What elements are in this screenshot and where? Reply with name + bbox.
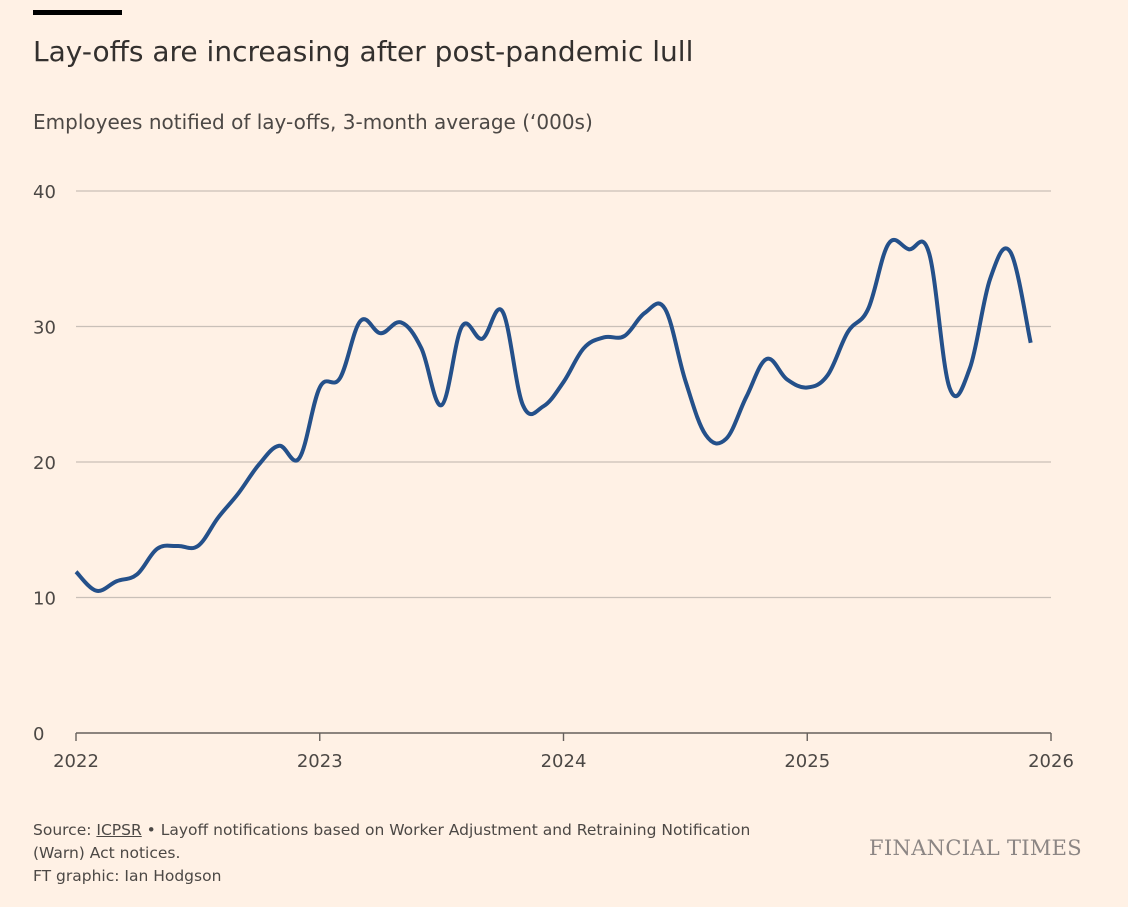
graphic-credit: FT graphic: Ian Hodgson: [33, 867, 222, 885]
y-tick-label: 10: [33, 589, 56, 610]
y-tick-labels: 0 10 20 30 40: [33, 182, 56, 745]
x-tick-label: 2025: [784, 751, 830, 772]
source-bullet: •: [141, 821, 161, 839]
y-tick-label: 30: [33, 318, 56, 339]
line-chart: 0 10 20 30 40 2022 2023 2024 2025 2026: [33, 182, 1074, 772]
chart-title: Lay-offs are increasing after post-pande…: [33, 35, 694, 68]
source-link-icpsr[interactable]: ICPSR: [96, 821, 142, 839]
series-layer: [74, 237, 1033, 593]
source-note: Layoff notifications based on Worker Adj…: [33, 821, 751, 862]
ft-top-rule: [33, 10, 122, 15]
x-tick-label: 2024: [541, 751, 587, 772]
y-tick-label: 0: [33, 724, 44, 745]
x-tick-label: 2026: [1028, 751, 1074, 772]
chart-footer: Source: ICPSR • Layoff notifications bas…: [33, 819, 803, 888]
source-prefix: Source:: [33, 821, 97, 839]
chart-subtitle: Employees notified of lay-offs, 3-month …: [33, 110, 593, 134]
series-line-layoffs: [74, 237, 1033, 593]
financial-times-logo: FINANCIAL TIMES: [869, 836, 1082, 860]
grid-lines: [76, 190, 1051, 599]
y-tick-label: 40: [33, 182, 56, 203]
x-tick-label: 2023: [297, 751, 343, 772]
x-tick-labels: 2022 2023 2024 2025 2026: [53, 751, 1074, 772]
y-tick-label: 20: [33, 453, 56, 474]
x-axis: [75, 732, 1052, 741]
x-tick-label: 2022: [53, 751, 99, 772]
